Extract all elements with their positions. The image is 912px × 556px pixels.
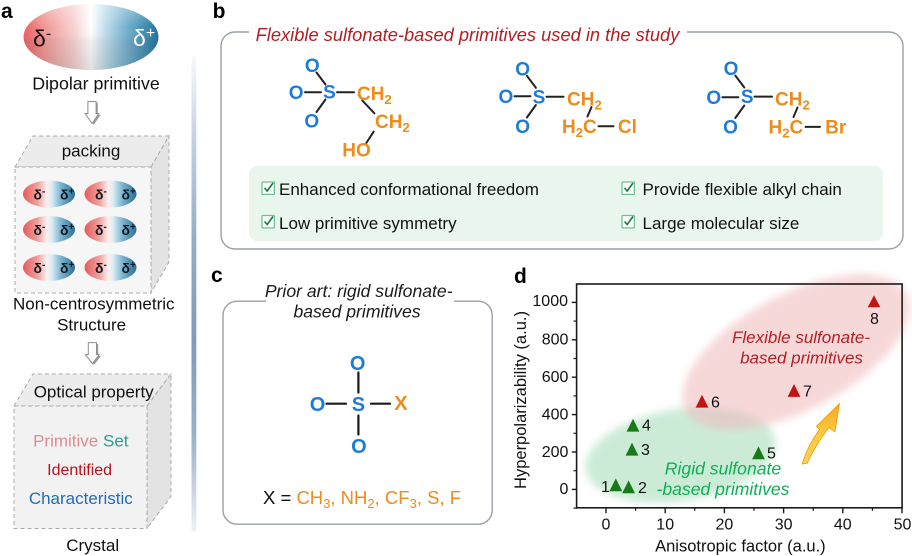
svg-text:O: O (351, 436, 367, 458)
svg-text:Flexible sulfonate-based primi: Flexible sulfonate-based primitives used… (256, 24, 682, 45)
svg-text:Provide flexible alkyl chain: Provide flexible alkyl chain (643, 180, 842, 199)
svg-text:0: 0 (602, 516, 611, 533)
svg-text:Optical property: Optical property (34, 383, 154, 402)
svg-text:S: S (323, 83, 336, 104)
svg-text:Cl: Cl (618, 117, 637, 138)
svg-text:200: 200 (542, 444, 569, 461)
svg-text:-based primitives: -based primitives (657, 479, 790, 499)
svg-text:δ-: δ- (34, 260, 46, 276)
svg-text:packing: packing (62, 142, 121, 161)
svg-text:based primitives: based primitives (293, 301, 420, 321)
svg-text:based primitives: based primitives (740, 348, 863, 367)
svg-text:7: 7 (803, 383, 812, 400)
svg-text:O: O (706, 88, 721, 109)
svg-text:Low primitive symmetry: Low primitive symmetry (279, 214, 457, 233)
svg-text:S: S (352, 394, 365, 416)
svg-text:b: b (213, 0, 226, 23)
svg-text:30: 30 (775, 516, 793, 533)
svg-text:Enhanced conformational freedo: Enhanced conformational freedom (279, 180, 539, 199)
svg-text:1000: 1000 (532, 293, 568, 310)
svg-text:600: 600 (542, 369, 569, 386)
svg-text:δ-: δ- (34, 222, 46, 238)
svg-text:Dipolar primitive: Dipolar primitive (32, 74, 160, 94)
svg-text:0: 0 (559, 481, 568, 498)
svg-text:Hyperpolarizability (a.u.): Hyperpolarizability (a.u.) (512, 311, 530, 489)
svg-text:Primitive Set: Primitive Set (33, 432, 129, 451)
svg-text:Crystal: Crystal (66, 536, 119, 555)
svg-text:Flexible sulfonate-: Flexible sulfonate- (732, 328, 870, 347)
svg-text:X = CH3, NH2, CF3, S, F: X = CH3, NH2, CF3, S, F (263, 487, 461, 511)
svg-text:O: O (515, 60, 530, 81)
svg-text:Identified: Identified (47, 462, 112, 479)
svg-text:O: O (724, 59, 739, 80)
svg-text:CH2: CH2 (357, 84, 392, 107)
svg-text:Structure: Structure (57, 316, 126, 335)
svg-text:Large molecular size: Large molecular size (643, 214, 800, 233)
svg-text:δ-: δ- (95, 187, 107, 203)
svg-text:400: 400 (542, 406, 569, 423)
svg-text:X: X (394, 393, 408, 415)
svg-text:Non-centrosymmetric: Non-centrosymmetric (13, 295, 175, 314)
svg-text:3: 3 (641, 442, 650, 459)
svg-text:S: S (533, 87, 546, 108)
svg-text:5: 5 (767, 446, 776, 463)
svg-text:S: S (741, 87, 754, 108)
svg-text:H2C: H2C (769, 118, 804, 141)
svg-text:δ-: δ- (95, 222, 107, 238)
svg-text:CH2: CH2 (775, 89, 810, 112)
svg-text:4: 4 (642, 418, 651, 435)
svg-text:Rigid sulfonate: Rigid sulfonate (665, 458, 782, 478)
svg-text:H2C: H2C (562, 117, 597, 140)
svg-text:10: 10 (656, 516, 674, 533)
svg-text:CH2: CH2 (375, 112, 410, 135)
svg-text:50: 50 (894, 516, 912, 533)
svg-text:6: 6 (711, 395, 720, 412)
svg-text:O: O (305, 56, 320, 77)
svg-text:O: O (515, 117, 530, 138)
svg-text:a: a (1, 0, 13, 23)
svg-text:O: O (304, 112, 319, 133)
svg-text:HO: HO (342, 141, 371, 162)
svg-text:800: 800 (542, 332, 569, 349)
svg-text:c: c (211, 264, 223, 287)
svg-text:8: 8 (870, 311, 879, 328)
svg-text:O: O (499, 87, 514, 108)
svg-text:δ-: δ- (95, 260, 107, 276)
svg-text:O: O (289, 83, 304, 104)
svg-text:δ-: δ- (34, 187, 46, 203)
svg-text:2: 2 (638, 480, 647, 497)
svg-text:Characteristic: Characteristic (29, 489, 133, 508)
svg-text:O: O (723, 118, 738, 139)
svg-text:1: 1 (601, 479, 610, 496)
svg-text:O: O (350, 353, 366, 375)
svg-text:Anisotropic factor (a.u.): Anisotropic factor (a.u.) (655, 538, 826, 556)
svg-text:40: 40 (834, 516, 852, 533)
svg-text:Br: Br (825, 118, 847, 139)
svg-text:Prior art: rigid sulfonate-: Prior art: rigid sulfonate- (265, 281, 453, 301)
svg-text:20: 20 (716, 516, 734, 533)
svg-text:O: O (310, 394, 326, 416)
svg-text:d: d (514, 265, 527, 288)
svg-text:CH2: CH2 (567, 89, 602, 112)
